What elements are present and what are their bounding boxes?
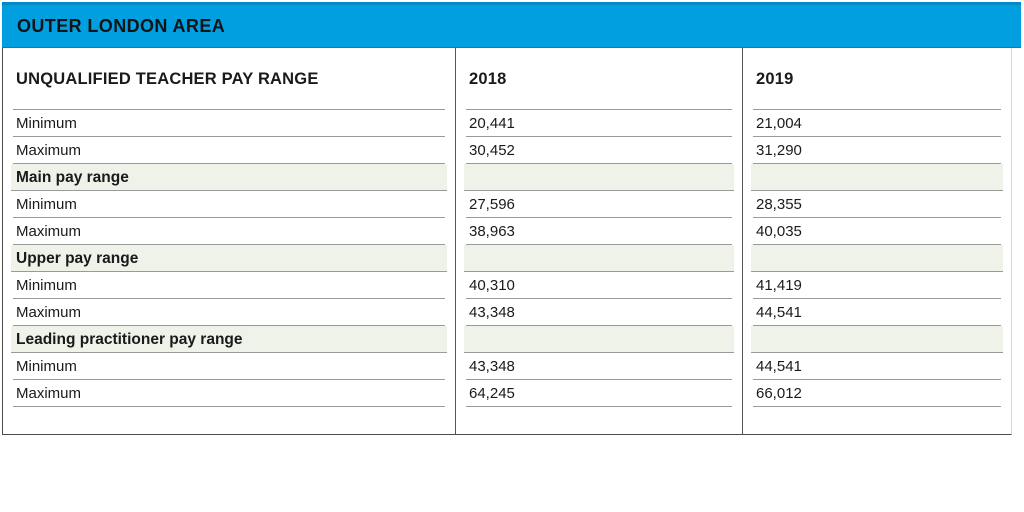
table-cell: Maximum	[3, 137, 455, 164]
header-cell-label: UNQUALIFIED TEACHER PAY RANGE	[3, 48, 455, 110]
table-cell: Upper pay range	[3, 245, 455, 272]
table-cell: Minimum	[3, 191, 455, 218]
table-cell: Minimum	[3, 272, 455, 299]
title-bar: OUTER LONDON AREA	[2, 2, 1021, 48]
value-2019: 44,541	[756, 358, 802, 375]
table-cell: 30,452	[455, 137, 742, 164]
page-title: OUTER LONDON AREA	[17, 15, 226, 36]
column-header-2018: 2018	[469, 69, 507, 88]
value-2019: 66,012	[756, 385, 802, 402]
row-label: Maximum	[16, 223, 82, 240]
value-2018: 20,441	[469, 115, 515, 132]
row-label: Maximum	[16, 385, 82, 402]
table-cell: 41,419	[742, 272, 1011, 299]
row-label: Leading practitioner pay range	[16, 330, 243, 348]
table-cell: Minimum	[3, 353, 455, 380]
table-cell: 28,355	[742, 191, 1011, 218]
section-row: Leading practitioner pay range	[3, 326, 1011, 353]
table-cell	[455, 407, 742, 434]
value-2019: 21,004	[756, 115, 802, 132]
table-row: Maximum 30,452 31,290	[3, 137, 1011, 164]
table-cell	[3, 407, 455, 434]
table-row: Minimum 43,348 44,541	[3, 353, 1011, 380]
section-row: Upper pay range	[3, 245, 1011, 272]
table-cell: Maximum	[3, 299, 455, 326]
value-2018: 43,348	[469, 358, 515, 375]
table-cell: 44,541	[742, 353, 1011, 380]
value-2019: 40,035	[756, 223, 802, 240]
row-label: Maximum	[16, 304, 82, 321]
table-row: Maximum 64,245 66,012	[3, 380, 1011, 407]
table-cell: Main pay range	[3, 164, 455, 191]
table-cell: 43,348	[455, 299, 742, 326]
table-cell: 40,035	[742, 218, 1011, 245]
value-2018: 43,348	[469, 304, 515, 321]
table-cell: 38,963	[455, 218, 742, 245]
table-row: Minimum 27,596 28,355	[3, 191, 1011, 218]
value-2019: 44,541	[756, 304, 802, 321]
value-2018: 27,596	[469, 196, 515, 213]
table-cell: 66,012	[742, 380, 1011, 407]
header-cell-2018: 2018	[455, 48, 742, 110]
table-cell: 64,245	[455, 380, 742, 407]
table-cell	[742, 407, 1011, 434]
table-cell: 27,596	[455, 191, 742, 218]
column-header-pay-range: UNQUALIFIED TEACHER PAY RANGE	[16, 69, 319, 88]
table-cell: 44,541	[742, 299, 1011, 326]
table-cell	[455, 326, 742, 353]
row-label: Minimum	[16, 115, 77, 132]
table-cell	[742, 245, 1011, 272]
table-header-row: UNQUALIFIED TEACHER PAY RANGE 2018 2019	[3, 48, 1011, 110]
value-2018: 64,245	[469, 385, 515, 402]
table-cell	[455, 245, 742, 272]
table-cell: Minimum	[3, 110, 455, 137]
row-label: Minimum	[16, 277, 77, 294]
pay-table: UNQUALIFIED TEACHER PAY RANGE 2018 2019 …	[2, 48, 1012, 435]
table-cell: 21,004	[742, 110, 1011, 137]
section-row: Main pay range	[3, 164, 1011, 191]
value-2019: 31,290	[756, 142, 802, 159]
table-row: Minimum 40,310 41,419	[3, 272, 1011, 299]
table-row: Maximum 38,963 40,035	[3, 218, 1011, 245]
table-row: Minimum 20,441 21,004	[3, 110, 1011, 137]
table-cell: Maximum	[3, 380, 455, 407]
table-cell: Leading practitioner pay range	[3, 326, 455, 353]
table-body: Minimum 20,441 21,004 Maximum 30,452 31,290 Ma…	[3, 110, 1011, 434]
table-cell: 20,441	[455, 110, 742, 137]
row-label: Maximum	[16, 142, 82, 159]
column-header-2019: 2019	[756, 69, 794, 88]
table-cell	[455, 164, 742, 191]
value-2018: 40,310	[469, 277, 515, 294]
value-2019: 28,355	[756, 196, 802, 213]
row-label: Upper pay range	[16, 249, 139, 267]
row-label: Main pay range	[16, 168, 129, 186]
value-2018: 38,963	[469, 223, 515, 240]
table-cell: 40,310	[455, 272, 742, 299]
row-label: Minimum	[16, 358, 77, 375]
table-cell: 31,290	[742, 137, 1011, 164]
row-label: Minimum	[16, 196, 77, 213]
table-cell: Maximum	[3, 218, 455, 245]
header-cell-2019: 2019	[742, 48, 1011, 110]
value-2018: 30,452	[469, 142, 515, 159]
value-2019: 41,419	[756, 277, 802, 294]
table-row: Maximum 43,348 44,541	[3, 299, 1011, 326]
table-cell	[742, 164, 1011, 191]
table-cell: 43,348	[455, 353, 742, 380]
empty-row	[3, 407, 1011, 434]
table-cell	[742, 326, 1011, 353]
